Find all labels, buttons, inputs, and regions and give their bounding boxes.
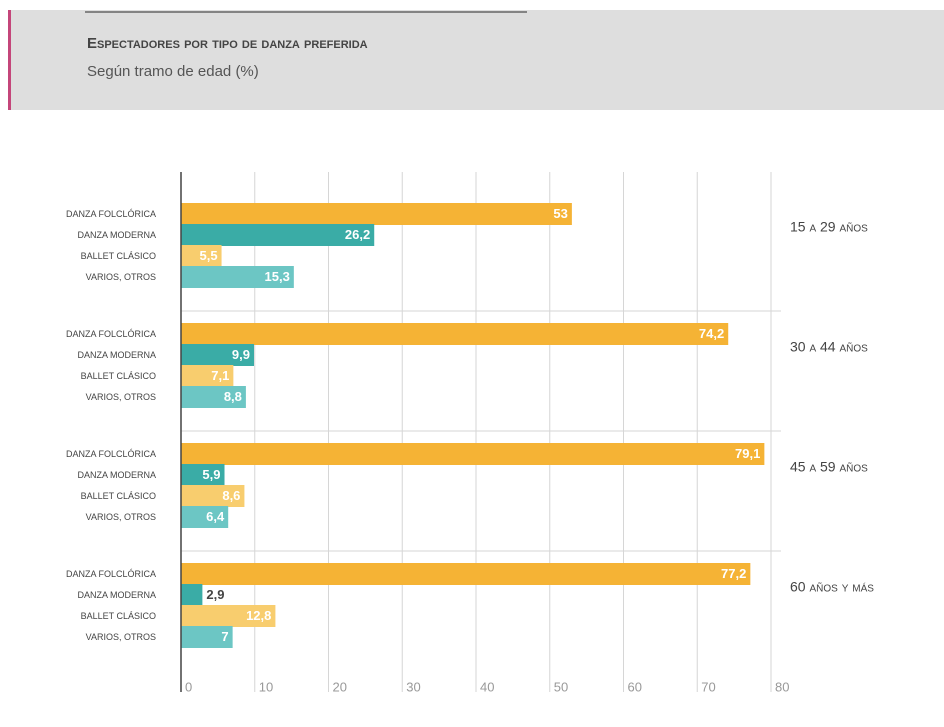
x-tick-label: 30: [406, 679, 420, 694]
series-label: DANZA MODERNA: [77, 470, 156, 480]
bar: [181, 224, 375, 246]
x-tick-label: 20: [333, 679, 347, 694]
bar: [181, 605, 276, 627]
group-label: 60 años y más: [790, 579, 874, 595]
chart-title: Espectadores por tipo de danza preferida: [87, 35, 368, 52]
series-label: DANZA MODERNA: [77, 230, 156, 240]
series-label: BALLET CLÁSICO: [81, 611, 156, 621]
x-tick-label: 80: [775, 679, 789, 694]
series-label: DANZA MODERNA: [77, 590, 156, 600]
x-tick-label: 40: [480, 679, 494, 694]
series-label: VARIOS, OTROS: [86, 632, 156, 642]
series-label: DANZA FOLCLÓRICA: [66, 569, 156, 579]
bar: [181, 386, 246, 408]
bar: [181, 464, 225, 486]
value-label: 7: [221, 629, 228, 644]
bar: [181, 443, 765, 465]
value-label: 74,2: [699, 326, 724, 341]
chart-subtitle: Según tramo de edad (%): [87, 63, 259, 80]
value-label: 2,9: [206, 587, 224, 602]
value-label: 53: [553, 206, 567, 221]
bar: [181, 266, 294, 288]
value-label: 9,9: [232, 347, 250, 362]
series-label: BALLET CLÁSICO: [81, 371, 156, 381]
series-label: BALLET CLÁSICO: [81, 491, 156, 501]
series-label: DANZA FOLCLÓRICA: [66, 449, 156, 459]
value-label: 7,1: [211, 368, 229, 383]
value-label: 8,6: [222, 488, 240, 503]
bar: [181, 584, 203, 606]
value-label: 15,3: [265, 269, 290, 284]
series-label: DANZA FOLCLÓRICA: [66, 329, 156, 339]
bar: [181, 203, 572, 225]
series-label: DANZA FOLCLÓRICA: [66, 209, 156, 219]
bar: [181, 344, 255, 366]
series-label: VARIOS, OTROS: [86, 392, 156, 402]
value-label: 5,9: [202, 467, 220, 482]
series-label: VARIOS, OTROS: [86, 272, 156, 282]
value-label: 8,8: [224, 389, 242, 404]
value-label: 5,5: [199, 248, 217, 263]
group-label: 45 a 59 años: [790, 459, 868, 475]
bar: [181, 365, 234, 387]
bar: [181, 245, 222, 267]
value-label: 26,2: [345, 227, 370, 242]
x-tick-label: 0: [185, 679, 192, 694]
x-tick-label: 60: [628, 679, 642, 694]
bar: [181, 506, 229, 528]
header-band: [8, 10, 944, 110]
series-label: DANZA MODERNA: [77, 350, 156, 360]
bar: [181, 323, 729, 345]
x-tick-label: 70: [701, 679, 715, 694]
value-label: 6,4: [206, 509, 225, 524]
value-label: 79,1: [735, 446, 760, 461]
bar: [181, 626, 233, 648]
x-tick-label: 50: [554, 679, 568, 694]
value-label: 12,8: [246, 608, 271, 623]
series-label: BALLET CLÁSICO: [81, 251, 156, 261]
series-label: VARIOS, OTROS: [86, 512, 156, 522]
value-label: 77,2: [721, 566, 746, 581]
group-label: 15 a 29 años: [790, 219, 868, 235]
group-label: 30 a 44 años: [790, 339, 868, 355]
bar: [181, 563, 751, 585]
x-tick-label: 10: [259, 679, 273, 694]
bar: [181, 485, 245, 507]
header-accent: [8, 10, 11, 110]
